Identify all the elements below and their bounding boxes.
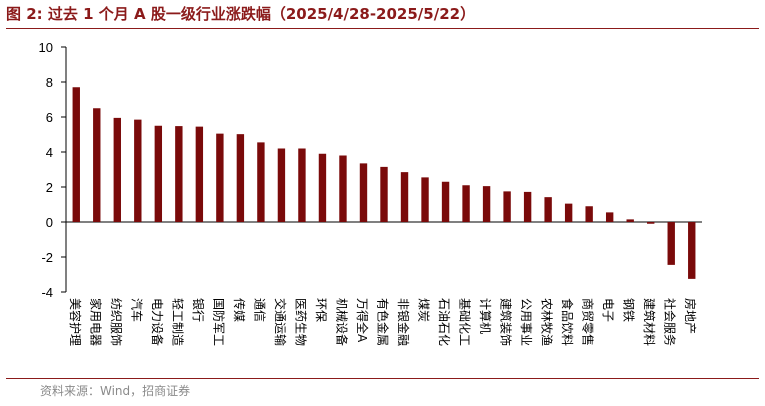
bar <box>523 191 532 222</box>
source-note: 资料来源：Wind，招商证券 <box>40 384 191 398</box>
y-tick-label: 0 <box>46 215 53 230</box>
bar <box>216 133 224 223</box>
bar <box>154 125 163 222</box>
x-tick-label: 电子 <box>601 298 615 322</box>
x-tick-label: 机械设备 <box>334 298 349 346</box>
bar <box>585 206 593 222</box>
x-tick-label: 医药生物 <box>293 298 307 346</box>
bar <box>605 212 614 223</box>
y-tick-label: 4 <box>46 145 53 160</box>
bar <box>400 172 409 223</box>
bar <box>421 177 429 223</box>
x-tick-label: 交通运输 <box>273 298 288 346</box>
bar <box>688 222 696 279</box>
y-tick-label: -4 <box>41 285 53 300</box>
bar <box>298 148 306 222</box>
bar <box>175 126 183 222</box>
x-tick-label: 建筑材料 <box>642 298 657 346</box>
chart-title: 图 2: 过去 1 个月 A 股一级行业涨跌幅（2025/4/28-2025/5… <box>6 5 476 23</box>
bar <box>339 155 347 222</box>
y-tick-label: -2 <box>41 250 53 265</box>
x-tick-label: 商贸零售 <box>581 298 596 346</box>
bar <box>195 126 204 222</box>
x-tick-label: 公用事业 <box>519 298 533 346</box>
x-tick-label: 农林牧渔 <box>540 298 554 346</box>
x-tick-label: 电力设备 <box>150 298 164 346</box>
bar <box>134 119 142 223</box>
x-tick-label: 房地产 <box>683 298 698 334</box>
bar <box>647 222 655 224</box>
bar <box>564 203 573 223</box>
x-tick-label: 有色金属 <box>376 298 391 346</box>
bar <box>236 134 245 222</box>
bar <box>277 148 286 222</box>
bar <box>93 108 101 222</box>
title-divider <box>6 28 759 29</box>
bar <box>626 219 634 223</box>
bar <box>72 87 80 222</box>
x-tick-label: 石油石化 <box>437 298 451 346</box>
x-tick-label: 汽车 <box>129 298 144 322</box>
bar <box>318 153 327 222</box>
x-tick-label: 社会服务 <box>663 298 678 346</box>
x-tick-label: 万得全A <box>355 298 370 343</box>
x-tick-label: 国防军工 <box>211 298 226 346</box>
bar <box>667 222 675 265</box>
x-tick-label: 食品饮料 <box>560 298 575 346</box>
bar <box>113 117 121 222</box>
x-tick-label: 通信 <box>252 298 266 322</box>
x-tick-label: 环保 <box>314 298 328 322</box>
bar <box>257 142 265 223</box>
bar <box>482 186 491 223</box>
x-tick-label: 非银金融 <box>396 298 411 346</box>
source-divider <box>6 378 759 379</box>
x-tick-label: 银行 <box>191 298 205 322</box>
y-tick-label: 6 <box>46 110 53 125</box>
x-tick-label: 轻工制造 <box>170 298 184 346</box>
bar <box>462 185 470 222</box>
y-tick-label: 10 <box>39 40 53 55</box>
x-tick-label: 基础化工 <box>458 298 472 346</box>
x-tick-label: 美容护理 <box>68 298 83 346</box>
x-tick-label: 钢铁 <box>622 298 636 322</box>
x-tick-label: 家用电器 <box>88 298 103 346</box>
x-tick-label: 传媒 <box>232 298 247 322</box>
x-tick-label: 建筑装饰 <box>499 298 514 346</box>
x-tick-label: 煤炭 <box>417 298 431 322</box>
x-tick-label: 计算机 <box>478 298 493 334</box>
x-tick-label: 纺织服饰 <box>109 298 123 346</box>
bar <box>544 197 552 222</box>
bar <box>441 181 450 222</box>
bar <box>359 163 368 223</box>
bar <box>503 191 511 223</box>
bar <box>380 166 388 223</box>
y-tick-label: 2 <box>46 180 53 195</box>
y-tick-label: 8 <box>46 75 53 90</box>
